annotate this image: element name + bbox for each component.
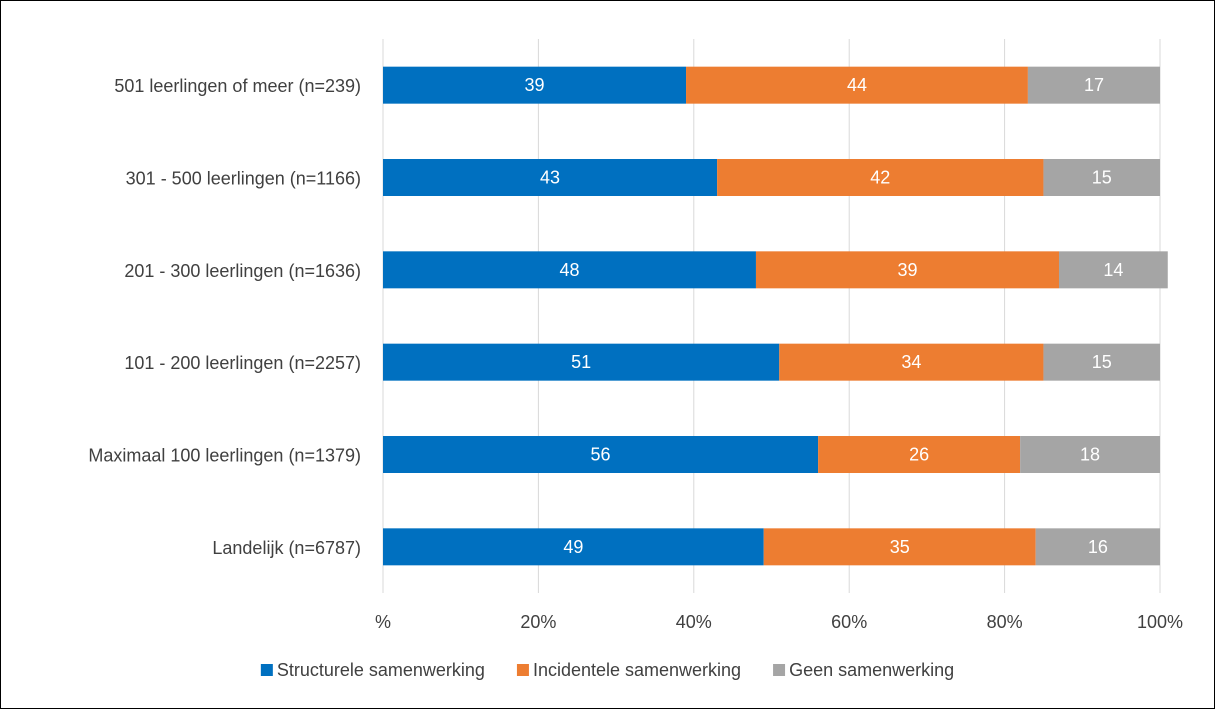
legend-swatch [773, 664, 786, 676]
bar-segment [383, 436, 819, 473]
category-label: 101 - 200 leerlingen (n=2257) [124, 353, 361, 373]
data-label: 48 [559, 260, 579, 280]
bar-segment [383, 66, 687, 104]
legend-label: Incidentele samenwerking [533, 660, 741, 680]
data-label: 18 [1080, 445, 1100, 465]
category-label: 301 - 500 leerlingen (n=1166) [126, 169, 361, 189]
legend-label: Structurele samenwerking [277, 660, 485, 680]
bar-segment [717, 159, 1044, 196]
bar-segment [1035, 528, 1160, 566]
data-label: 17 [1084, 75, 1104, 95]
category-label: Landelijk (n=6787) [212, 538, 361, 558]
bar-segment [383, 159, 718, 196]
bars: 39 44 17 43 42 15 48 39 14 51 34 15 56 26 18 49 35 16 [383, 66, 1168, 566]
x-tick-label: % [375, 612, 391, 632]
legend-swatch [260, 664, 273, 676]
bar-segment [1058, 251, 1168, 289]
data-label: 51 [571, 352, 591, 372]
bar-segment [1043, 159, 1160, 196]
legend: Structurele samenwerking Incidentele same… [260, 660, 954, 680]
x-tick-label: 40% [676, 612, 712, 632]
data-label: 56 [591, 445, 611, 465]
data-label: 35 [890, 537, 910, 557]
legend-swatch [516, 664, 529, 676]
x-tick-label: 80% [987, 612, 1023, 632]
bar-segment [686, 66, 1028, 104]
data-label: 34 [901, 352, 921, 372]
gridlines [382, 39, 1161, 593]
bar-segment [383, 251, 756, 289]
bar-segment [1043, 343, 1160, 381]
data-label: 39 [897, 260, 917, 280]
data-label: 39 [524, 75, 544, 95]
data-label: 15 [1092, 168, 1112, 188]
bar-segment [1027, 66, 1160, 104]
category-label: Maximaal 100 leerlingen (n=1379) [88, 446, 361, 466]
bar-segment [755, 251, 1059, 289]
category-labels: 501 leerlingen of meer (n=239) 301 - 500 … [88, 76, 361, 558]
x-tick-label: 60% [831, 612, 867, 632]
category-label: 501 leerlingen of meer (n=239) [114, 76, 361, 96]
data-label: 43 [540, 168, 560, 188]
data-label: 14 [1103, 260, 1123, 280]
data-label: 15 [1092, 352, 1112, 372]
data-label: 42 [870, 168, 890, 188]
data-label: 44 [847, 75, 867, 95]
x-tick-label: 100% [1137, 612, 1183, 632]
legend-label: Geen samenwerking [789, 660, 954, 680]
category-label: 201 - 300 leerlingen (n=1636) [124, 261, 361, 281]
x-tick-label: 20% [520, 612, 556, 632]
bar-segment [1020, 436, 1160, 473]
bar-segment [383, 528, 764, 566]
bar-segment [763, 528, 1036, 566]
data-label: 16 [1088, 537, 1108, 557]
x-axis-tick-labels: % 20% 40% 60% 80% 100% [375, 612, 1183, 632]
bar-segment [779, 343, 1044, 381]
data-label: 26 [909, 445, 929, 465]
bar-segment [818, 436, 1021, 473]
bar-segment [383, 343, 780, 381]
data-label: 49 [563, 537, 583, 557]
